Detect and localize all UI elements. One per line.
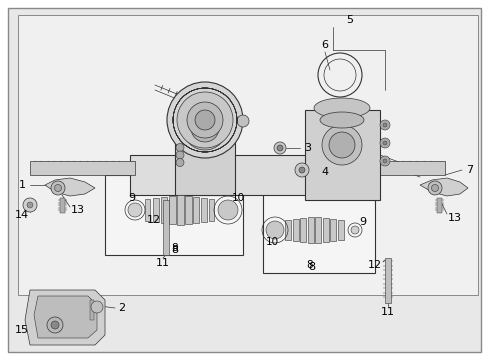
Text: 12: 12 bbox=[367, 260, 381, 270]
Bar bbox=[18, 15, 477, 295]
Circle shape bbox=[176, 151, 183, 159]
Text: 14: 14 bbox=[15, 210, 29, 220]
Bar bbox=[153, 198, 159, 222]
Ellipse shape bbox=[313, 98, 369, 118]
Polygon shape bbox=[34, 296, 97, 338]
Text: 8: 8 bbox=[171, 245, 178, 255]
Bar bbox=[145, 199, 150, 221]
Circle shape bbox=[273, 142, 285, 154]
Ellipse shape bbox=[319, 112, 363, 128]
Text: 11: 11 bbox=[156, 258, 170, 268]
Text: 6: 6 bbox=[321, 40, 328, 50]
Circle shape bbox=[54, 184, 61, 192]
Circle shape bbox=[218, 200, 238, 220]
Bar bbox=[201, 198, 206, 222]
Bar bbox=[292, 219, 298, 241]
Circle shape bbox=[265, 221, 284, 239]
Circle shape bbox=[379, 138, 389, 148]
Bar bbox=[105, 175, 243, 255]
Text: 7: 7 bbox=[466, 165, 472, 175]
Bar bbox=[322, 218, 328, 242]
Circle shape bbox=[298, 167, 305, 173]
Text: 3: 3 bbox=[304, 143, 311, 153]
Bar bbox=[193, 197, 199, 223]
Circle shape bbox=[430, 184, 438, 192]
Bar bbox=[169, 196, 175, 224]
Bar bbox=[263, 193, 374, 273]
Circle shape bbox=[176, 144, 183, 152]
Bar bbox=[177, 195, 183, 225]
Bar bbox=[299, 218, 305, 242]
Circle shape bbox=[167, 82, 243, 158]
Bar bbox=[60, 198, 65, 213]
Bar bbox=[329, 219, 335, 241]
Circle shape bbox=[91, 301, 103, 313]
Circle shape bbox=[379, 156, 389, 166]
Bar bbox=[364, 161, 444, 175]
Bar bbox=[384, 258, 390, 303]
Text: 13: 13 bbox=[447, 213, 461, 223]
Circle shape bbox=[47, 317, 63, 333]
Text: 1: 1 bbox=[19, 180, 25, 190]
Bar bbox=[314, 217, 320, 243]
Text: 8: 8 bbox=[308, 262, 315, 272]
Bar bbox=[175, 105, 235, 195]
Bar bbox=[208, 199, 214, 221]
Text: 9: 9 bbox=[359, 217, 366, 227]
Polygon shape bbox=[419, 178, 467, 196]
Circle shape bbox=[382, 141, 386, 145]
Text: 8: 8 bbox=[306, 260, 313, 270]
Text: 10: 10 bbox=[265, 237, 278, 247]
Circle shape bbox=[23, 198, 37, 212]
Circle shape bbox=[350, 226, 358, 234]
Circle shape bbox=[27, 202, 33, 208]
Bar bbox=[307, 217, 313, 243]
Circle shape bbox=[237, 115, 248, 127]
Text: 8: 8 bbox=[171, 243, 178, 253]
Circle shape bbox=[186, 102, 223, 138]
Bar bbox=[90, 300, 94, 320]
Circle shape bbox=[294, 163, 308, 177]
Circle shape bbox=[128, 203, 142, 217]
Bar bbox=[184, 196, 191, 224]
Bar bbox=[337, 220, 343, 240]
Circle shape bbox=[427, 181, 441, 195]
Bar bbox=[436, 198, 441, 213]
Text: 10: 10 bbox=[231, 193, 244, 203]
Circle shape bbox=[276, 145, 283, 151]
Text: 11: 11 bbox=[380, 307, 394, 317]
Circle shape bbox=[177, 92, 232, 148]
Circle shape bbox=[382, 159, 386, 163]
Text: 5: 5 bbox=[346, 15, 353, 25]
Circle shape bbox=[183, 106, 226, 150]
Bar bbox=[161, 197, 167, 223]
Text: 12: 12 bbox=[146, 215, 161, 225]
Circle shape bbox=[328, 132, 354, 158]
Text: 13: 13 bbox=[71, 205, 85, 215]
Text: 15: 15 bbox=[15, 325, 29, 335]
Text: 4: 4 bbox=[321, 167, 328, 177]
Text: 9: 9 bbox=[128, 193, 135, 203]
Bar bbox=[285, 220, 290, 240]
Circle shape bbox=[321, 125, 361, 165]
Circle shape bbox=[51, 321, 59, 329]
Bar bbox=[30, 161, 135, 175]
Circle shape bbox=[176, 158, 183, 166]
Polygon shape bbox=[45, 178, 95, 196]
Circle shape bbox=[191, 114, 219, 142]
Bar bbox=[305, 110, 379, 200]
Circle shape bbox=[195, 110, 215, 130]
Circle shape bbox=[51, 181, 65, 195]
Bar bbox=[163, 200, 169, 255]
Circle shape bbox=[382, 123, 386, 127]
Polygon shape bbox=[25, 290, 105, 345]
Text: 2: 2 bbox=[118, 303, 125, 313]
Circle shape bbox=[379, 120, 389, 130]
Bar bbox=[130, 155, 364, 195]
